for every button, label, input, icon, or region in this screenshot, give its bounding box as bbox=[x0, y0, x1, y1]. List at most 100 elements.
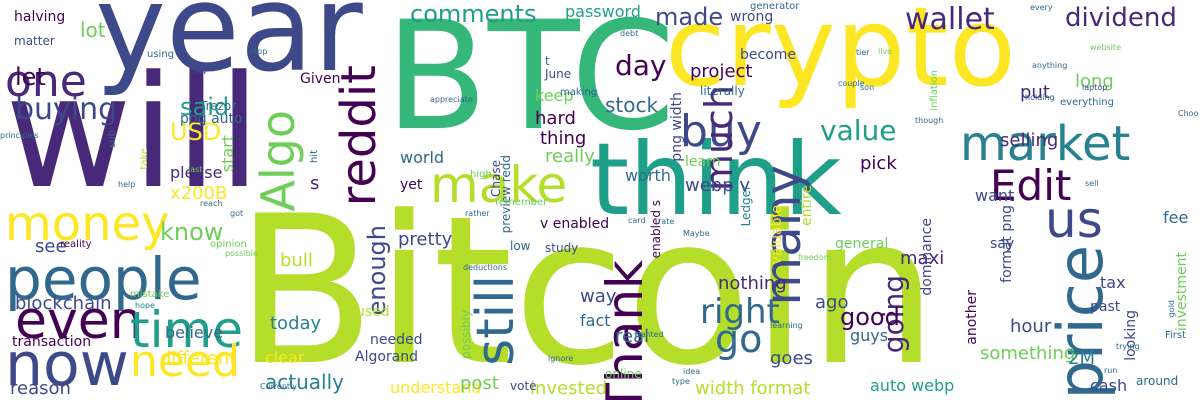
word-sub: sub bbox=[107, 130, 118, 148]
word-learning: learning bbox=[770, 321, 803, 330]
word-now: now bbox=[5, 330, 129, 400]
word-given: Given bbox=[300, 71, 341, 87]
word-keep: keep bbox=[535, 86, 574, 105]
word-png-auto: png auto bbox=[180, 111, 243, 127]
word-comments: comments bbox=[410, 0, 537, 28]
word-possible: possible bbox=[225, 249, 258, 258]
word-wallet: wallet bbox=[905, 2, 995, 37]
word-debt: debt bbox=[620, 29, 639, 38]
word-let: let bbox=[15, 63, 46, 91]
word-actually: actually bbox=[265, 370, 344, 394]
word-good: good bbox=[840, 303, 900, 331]
word-every: every bbox=[1030, 3, 1053, 12]
word-put: put bbox=[1020, 82, 1050, 103]
word-v-enabled: v enabled bbox=[540, 216, 610, 232]
word-idea: idea bbox=[683, 367, 701, 376]
word-said: said bbox=[180, 93, 230, 121]
word-reddit: reddit bbox=[331, 65, 387, 207]
word-first: First bbox=[1165, 330, 1187, 341]
word-clear: clear bbox=[265, 348, 305, 367]
word-year: year bbox=[95, 0, 363, 99]
word-trezor: Trezor bbox=[200, 99, 237, 113]
word-looking: looking bbox=[1123, 310, 1139, 361]
word-understand: understand bbox=[390, 378, 482, 397]
word-different: different bbox=[160, 348, 237, 369]
word-ago: ago bbox=[815, 292, 849, 313]
word-reason: reason bbox=[10, 378, 71, 399]
word-valuable: valuable bbox=[769, 205, 785, 265]
word-say: say bbox=[990, 236, 1015, 252]
word-pretty: pretty bbox=[398, 229, 453, 250]
word-algo: Algo bbox=[251, 110, 305, 212]
word-opinion: opinion bbox=[210, 239, 247, 250]
word-reality: reality bbox=[60, 239, 92, 250]
word-go: go bbox=[715, 317, 763, 361]
word-son: son bbox=[860, 83, 875, 92]
word-website: website bbox=[1090, 43, 1121, 52]
word-trying: trying bbox=[1116, 342, 1140, 351]
word-wrong: wrong bbox=[730, 9, 774, 25]
word-type: type bbox=[672, 377, 690, 386]
word-stock: stock bbox=[605, 93, 659, 117]
word-need: need bbox=[130, 336, 240, 387]
word-goes: goes bbox=[770, 348, 813, 369]
word-mistake: mistake bbox=[130, 289, 170, 300]
word-us: us bbox=[1045, 191, 1103, 249]
word-everything: everything bbox=[1060, 97, 1114, 108]
word-2m: 2M bbox=[1068, 348, 1095, 369]
word-general: general bbox=[835, 236, 889, 252]
word-around: around bbox=[1136, 374, 1179, 388]
word-pick: pick bbox=[860, 153, 897, 174]
word-buying: buying bbox=[15, 92, 118, 127]
word-usd: USD bbox=[170, 118, 222, 146]
word-nothing: nothing bbox=[718, 273, 787, 294]
word-market: market bbox=[960, 116, 1131, 172]
word-appreciate: appreciate bbox=[430, 95, 473, 104]
word-one: one bbox=[5, 56, 87, 107]
word-x200b: x200B bbox=[170, 183, 228, 204]
word-enough: enough bbox=[363, 225, 391, 316]
word-want: want bbox=[975, 186, 1015, 205]
word-edit: Edit bbox=[990, 161, 1072, 210]
word-selling: selling bbox=[1000, 130, 1059, 151]
word-online: online bbox=[605, 367, 642, 381]
word-thing: thing bbox=[540, 128, 587, 149]
word-study: study bbox=[545, 241, 579, 255]
word-stop: stop bbox=[250, 47, 268, 56]
word-low: low bbox=[510, 239, 531, 253]
word-blockchain: blockchain bbox=[15, 293, 112, 314]
word-dominance: dominance bbox=[919, 218, 935, 296]
word-holding: holding bbox=[1025, 93, 1055, 102]
word-high: high bbox=[470, 169, 492, 180]
word-hard: hard bbox=[535, 108, 576, 129]
word-gold: gold bbox=[1167, 300, 1176, 318]
word-password: password bbox=[565, 2, 641, 21]
word-tier: tier bbox=[856, 48, 870, 57]
word-right: right bbox=[700, 292, 780, 332]
word-something: something bbox=[980, 343, 1076, 364]
word-please: please bbox=[170, 163, 223, 182]
word-png-width: png width bbox=[669, 92, 685, 162]
word-literally: literally bbox=[700, 84, 745, 98]
word-real: real bbox=[615, 326, 650, 347]
word-people: people bbox=[5, 245, 202, 313]
word-rate: rate bbox=[658, 217, 675, 226]
word-anything: anything bbox=[1032, 61, 1068, 70]
word-though: though bbox=[915, 116, 944, 125]
word-rather: rather bbox=[465, 209, 490, 218]
word-t: t bbox=[545, 54, 550, 68]
word-sell: sell bbox=[1085, 179, 1099, 188]
word-long: long bbox=[1075, 71, 1114, 92]
word-still: still bbox=[466, 275, 526, 366]
word-format-png: format png bbox=[999, 205, 1015, 283]
word-ledger: Ledger bbox=[739, 185, 753, 227]
word-maybe: Maybe bbox=[683, 229, 710, 238]
word-width-format: width format bbox=[695, 378, 811, 399]
word-maxi: maxi bbox=[900, 248, 945, 269]
word-fact: fact bbox=[580, 311, 611, 330]
word-got: got bbox=[230, 209, 244, 218]
word-wanted: wanted bbox=[634, 330, 664, 339]
word-today: today bbox=[270, 313, 322, 334]
word-tax: tax bbox=[1100, 273, 1126, 292]
word-principles: principles bbox=[0, 131, 39, 140]
